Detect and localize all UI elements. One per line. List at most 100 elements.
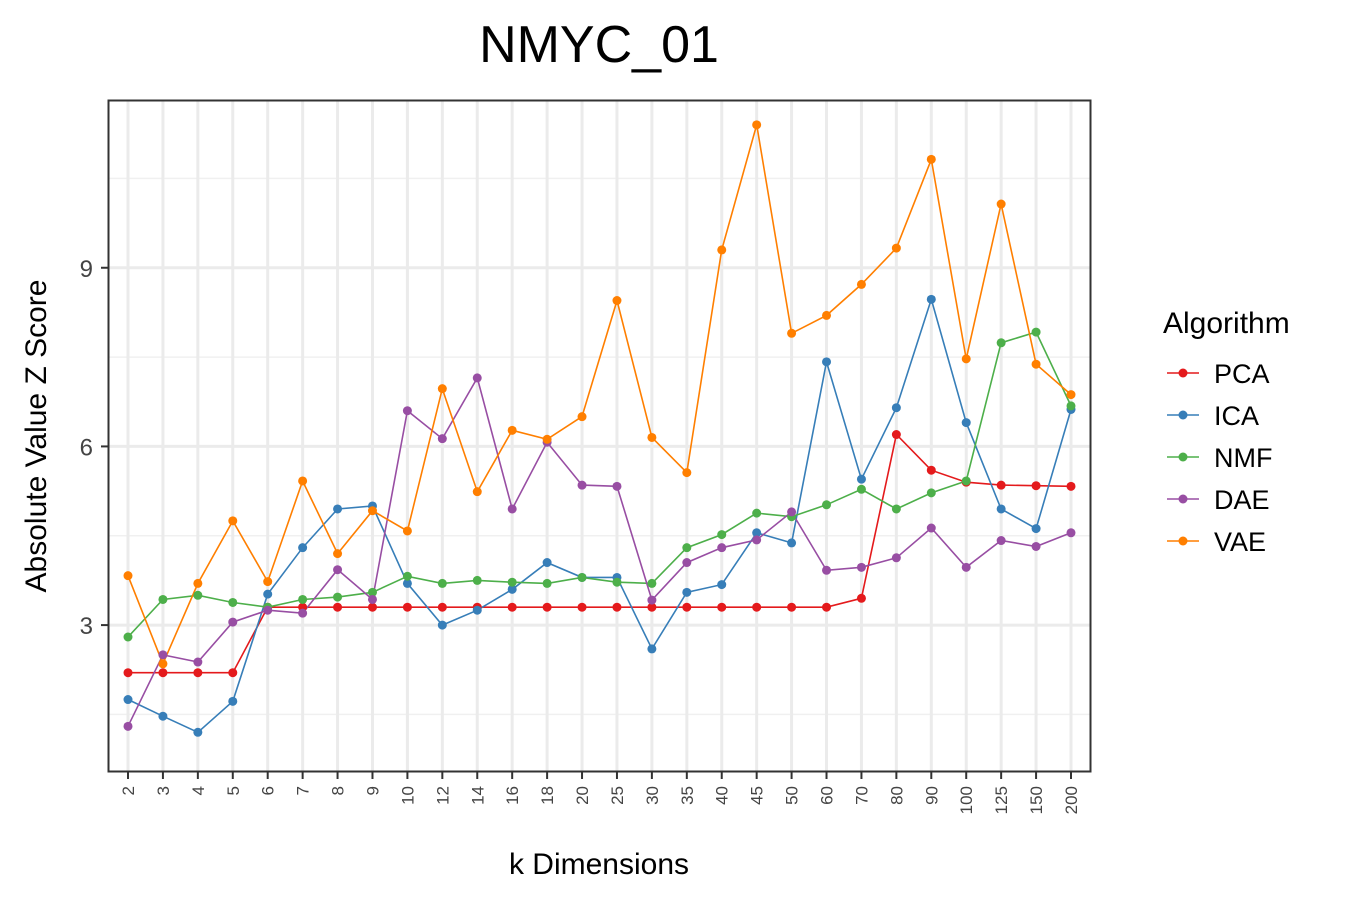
point-dae (892, 553, 901, 562)
point-ica (682, 588, 691, 597)
point-vae (927, 155, 936, 164)
point-vae (473, 487, 482, 496)
point-ica (1032, 524, 1041, 533)
legend-label-dae: DAE (1214, 485, 1270, 515)
point-dae (717, 543, 726, 552)
point-vae (263, 577, 272, 586)
point-vae (962, 354, 971, 363)
point-pca (892, 430, 901, 439)
point-dae (193, 658, 202, 667)
point-ica (927, 295, 936, 304)
x-tick-label: 90 (922, 786, 941, 805)
legend-key-point-vae (1179, 537, 1188, 546)
x-tick-label: 5 (224, 786, 243, 795)
x-tick-label: 60 (818, 786, 837, 805)
legend-key-point-ica (1179, 411, 1188, 420)
x-tick-label: 45 (748, 786, 767, 805)
x-tick-label: 16 (503, 786, 522, 805)
x-tick-label: 14 (468, 786, 487, 805)
point-nmf (158, 595, 167, 604)
point-nmf (717, 530, 726, 539)
x-tick-label: 35 (678, 786, 697, 805)
point-nmf (927, 488, 936, 497)
point-nmf (682, 543, 691, 552)
point-pca (158, 668, 167, 677)
point-dae (612, 482, 621, 491)
point-ica (193, 728, 202, 737)
point-dae (962, 563, 971, 572)
point-vae (333, 549, 342, 558)
point-dae (473, 373, 482, 382)
point-nmf (193, 591, 202, 600)
x-tick-label: 12 (433, 786, 452, 805)
point-ica (124, 695, 133, 704)
point-pca (927, 466, 936, 475)
point-dae (298, 609, 307, 618)
x-tick-label: 10 (398, 786, 417, 805)
x-tick-label: 6 (259, 786, 278, 795)
series-line-ica (128, 299, 1071, 732)
x-tick-label: 9 (363, 786, 382, 795)
x-tick-label: 7 (294, 786, 313, 795)
y-tick-label: 3 (80, 613, 93, 640)
y-tick-label: 6 (80, 434, 93, 461)
x-tick-label: 150 (1027, 786, 1046, 814)
point-nmf (228, 598, 237, 607)
point-dae (368, 595, 377, 604)
point-vae (752, 120, 761, 129)
x-tick-label: 20 (573, 786, 592, 805)
point-ica (228, 697, 237, 706)
point-nmf (892, 504, 901, 513)
point-vae (892, 244, 901, 253)
point-nmf (508, 578, 517, 587)
point-pca (543, 603, 552, 612)
point-ica (473, 606, 482, 615)
legend: Algorithm PCAICANMFDAEVAE (1163, 307, 1290, 557)
point-vae (508, 426, 517, 435)
legend-key-point-nmf (1179, 453, 1188, 462)
point-dae (124, 722, 133, 731)
point-nmf (578, 573, 587, 582)
point-ica (333, 504, 342, 513)
point-ica (717, 580, 726, 589)
point-pca (193, 668, 202, 677)
point-dae (578, 481, 587, 490)
x-tick-label: 4 (189, 786, 208, 795)
point-dae (857, 563, 866, 572)
y-tick-label: 9 (80, 256, 93, 283)
point-vae (822, 311, 831, 320)
x-tick-label: 100 (957, 786, 976, 814)
point-dae (682, 558, 691, 567)
point-dae (822, 566, 831, 575)
point-pca (438, 603, 447, 612)
point-ica (787, 538, 796, 547)
point-pca (578, 603, 587, 612)
x-tick-label: 70 (852, 786, 871, 805)
point-nmf (612, 578, 621, 587)
point-dae (752, 535, 761, 544)
point-dae (647, 596, 656, 605)
point-pca (368, 603, 377, 612)
point-ica (997, 504, 1006, 513)
x-tick-label: 50 (783, 786, 802, 805)
point-dae (228, 618, 237, 627)
point-dae (1067, 528, 1076, 537)
point-dae (997, 536, 1006, 545)
point-pca (717, 603, 726, 612)
x-tick-label: 2 (119, 786, 138, 795)
point-vae (857, 280, 866, 289)
point-pca (508, 603, 517, 612)
point-nmf (1032, 328, 1041, 337)
grid (109, 101, 1090, 771)
point-vae (193, 579, 202, 588)
point-pca (124, 668, 133, 677)
x-tick-label: 3 (154, 786, 173, 795)
point-vae (228, 516, 237, 525)
point-pca (857, 594, 866, 603)
point-pca (1067, 482, 1076, 491)
point-nmf (333, 593, 342, 602)
point-nmf (543, 579, 552, 588)
point-ica (263, 590, 272, 599)
point-nmf (124, 633, 133, 642)
plot-border (109, 101, 1091, 772)
